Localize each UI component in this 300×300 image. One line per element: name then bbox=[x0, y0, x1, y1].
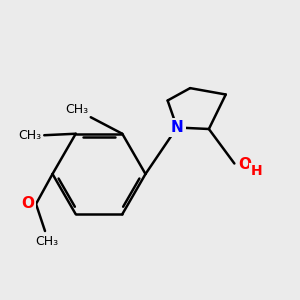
Text: CH₃: CH₃ bbox=[35, 235, 58, 248]
Text: O: O bbox=[238, 158, 251, 172]
Text: CH₃: CH₃ bbox=[65, 103, 88, 116]
Text: H: H bbox=[251, 164, 262, 178]
Text: N: N bbox=[171, 120, 183, 135]
Text: O: O bbox=[22, 196, 34, 211]
Text: CH₃: CH₃ bbox=[19, 129, 42, 142]
